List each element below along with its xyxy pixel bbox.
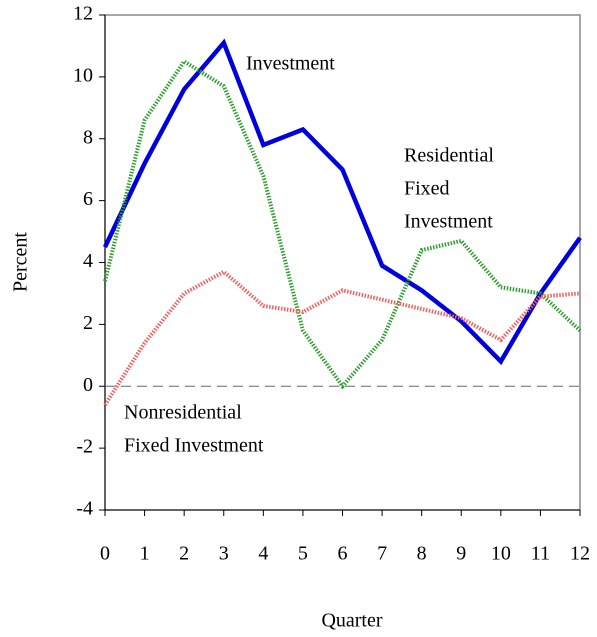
x-tick-label: 8 [417,543,427,565]
annotation: Fixed [404,178,450,200]
x-tick-label: 4 [258,543,268,565]
y-tick-label: 0 [83,374,93,396]
x-tick-label: 10 [491,543,511,565]
x-tick-label: 9 [456,543,466,565]
y-tick-label: 2 [83,312,93,334]
x-tick-label: 3 [219,543,229,565]
y-tick-label: 8 [83,126,93,148]
x-tick-label: 11 [531,543,550,565]
x-tick-label: 12 [570,543,590,565]
y-tick-label: 10 [73,64,93,86]
x-tick-label: 0 [100,543,110,565]
y-axis-label: Percent [10,232,32,292]
annotation: Investment [404,211,493,233]
y-tick-label: 4 [83,250,93,272]
y-tick-label: -2 [76,436,93,458]
x-tick-label: 5 [298,543,308,565]
y-tick-label: -4 [76,498,93,520]
y-tick-label: 12 [73,3,93,25]
x-tick-label: 2 [179,543,189,565]
x-tick-label: 7 [377,543,387,565]
annotation: Fixed Investment [124,435,264,457]
annotation: Nonresidential [124,402,242,424]
y-tick-label: 6 [83,188,93,210]
series-line [103,58,582,390]
x-tick-label: 6 [338,543,348,565]
series-line [103,269,581,406]
annotation: Investment [246,53,335,75]
annotation: Residential [404,145,494,167]
x-tick-label: 1 [140,543,150,565]
series-line [102,38,582,366]
x-axis-label: Quarter [321,610,382,632]
